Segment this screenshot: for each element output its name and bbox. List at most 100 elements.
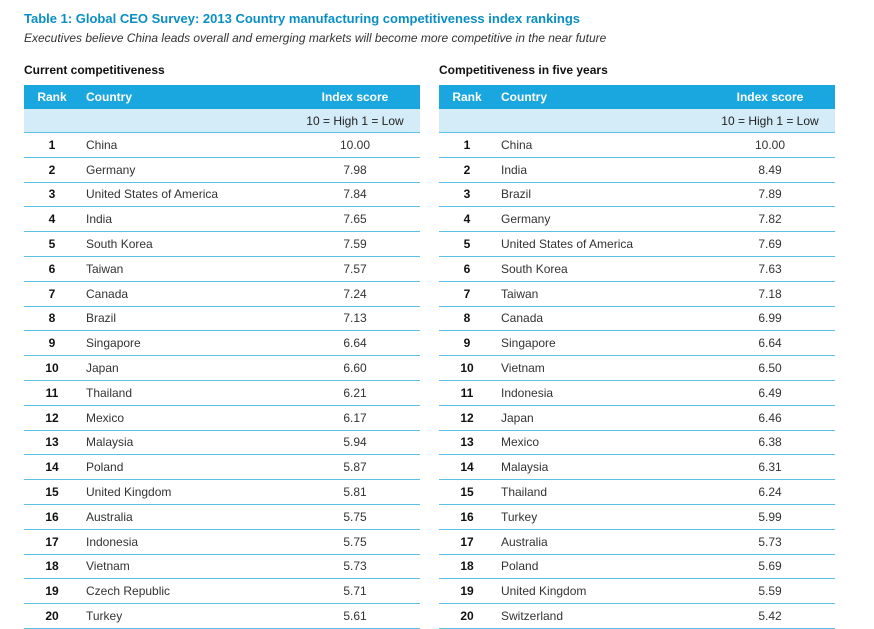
country-cell: Vietnam bbox=[86, 559, 130, 574]
country-cell: Germany bbox=[501, 212, 551, 227]
country-cell: Czech Republic bbox=[86, 584, 171, 599]
score-cell: 5.71 bbox=[343, 584, 367, 599]
country-cell: Switzerland bbox=[501, 609, 564, 624]
table-row: 7 Canada 7.24 bbox=[24, 282, 420, 307]
score-cell: 5.87 bbox=[343, 460, 367, 475]
rank-cell: 14 bbox=[460, 460, 474, 475]
country-cell: United Kingdom bbox=[501, 584, 587, 599]
score-cell: 7.57 bbox=[343, 261, 367, 276]
country-cell: Taiwan bbox=[86, 261, 124, 276]
rank-cell: 20 bbox=[45, 609, 59, 624]
table-row: 16 Australia 5.75 bbox=[24, 505, 420, 530]
score-cell: 5.99 bbox=[758, 509, 782, 524]
table-row: 15 Thailand 6.24 bbox=[439, 480, 835, 505]
rank-cell: 8 bbox=[463, 311, 471, 326]
rank-column-header: Rank bbox=[37, 90, 67, 104]
score-cell: 5.73 bbox=[343, 559, 367, 574]
score-cell: 6.31 bbox=[758, 460, 782, 475]
country-cell: Malaysia bbox=[86, 435, 134, 450]
country-cell: Malaysia bbox=[501, 460, 549, 475]
score-cell: 5.75 bbox=[343, 509, 367, 524]
rank-cell: 6 bbox=[463, 261, 471, 276]
table-row: 18 Vietnam 5.73 bbox=[24, 555, 420, 580]
rank-cell: 1 bbox=[463, 137, 471, 152]
country-cell: Turkey bbox=[86, 609, 123, 624]
table-subtitle: Executives believe China leads overall a… bbox=[24, 31, 607, 45]
score-cell: 5.61 bbox=[343, 609, 367, 624]
score-cell: 7.18 bbox=[758, 286, 782, 301]
rank-cell: 16 bbox=[460, 509, 474, 524]
table-row: 3 United States of America 7.84 bbox=[24, 183, 420, 208]
score-cell: 5.94 bbox=[343, 435, 367, 450]
rank-cell: 18 bbox=[460, 559, 474, 574]
table-row: 13 Malaysia 5.94 bbox=[24, 431, 420, 456]
rank-cell: 20 bbox=[460, 609, 474, 624]
scale-subheader-row: 10 = High 1 = Low bbox=[439, 109, 835, 133]
table-row: 10 Vietnam 6.50 bbox=[439, 356, 835, 381]
table-row: 5 United States of America 7.69 bbox=[439, 232, 835, 257]
rank-cell: 5 bbox=[463, 237, 471, 252]
current-competitiveness-heading: Current competitiveness bbox=[24, 63, 165, 77]
index-score-column-header: Index score bbox=[736, 90, 804, 104]
rank-cell: 9 bbox=[48, 336, 56, 351]
country-cell: Japan bbox=[501, 410, 534, 425]
score-cell: 6.64 bbox=[343, 336, 367, 351]
country-cell: South Korea bbox=[501, 261, 568, 276]
rank-cell: 17 bbox=[460, 534, 474, 549]
rank-cell: 14 bbox=[45, 460, 59, 475]
country-cell: Australia bbox=[501, 534, 548, 549]
score-cell: 7.98 bbox=[343, 162, 367, 177]
country-cell: United States of America bbox=[86, 187, 219, 202]
country-cell: Mexico bbox=[501, 435, 540, 450]
country-cell: Brazil bbox=[501, 187, 532, 202]
rank-cell: 13 bbox=[45, 435, 59, 450]
rank-cell: 1 bbox=[48, 137, 56, 152]
score-cell: 10.00 bbox=[754, 137, 786, 152]
country-cell: Thailand bbox=[501, 485, 548, 500]
rank-cell: 19 bbox=[45, 584, 59, 599]
table-row: 12 Japan 6.46 bbox=[439, 406, 835, 431]
country-cell: Canada bbox=[86, 286, 129, 301]
rank-cell: 18 bbox=[45, 559, 59, 574]
score-cell: 6.99 bbox=[758, 311, 782, 326]
score-cell: 6.64 bbox=[758, 336, 782, 351]
table-row: 2 Germany 7.98 bbox=[24, 158, 420, 183]
score-scale-label: 10 = High 1 = Low bbox=[306, 113, 404, 128]
country-cell: Turkey bbox=[501, 509, 538, 524]
table-row: 11 Indonesia 6.49 bbox=[439, 381, 835, 406]
table-row: 9 Singapore 6.64 bbox=[439, 331, 835, 357]
score-cell: 5.42 bbox=[758, 609, 782, 624]
rank-cell: 15 bbox=[45, 485, 59, 500]
country-cell: United States of America bbox=[501, 237, 634, 252]
score-cell: 5.73 bbox=[758, 534, 782, 549]
table-row: 14 Malaysia 6.31 bbox=[439, 455, 835, 481]
score-cell: 6.21 bbox=[343, 385, 367, 400]
country-cell: South Korea bbox=[86, 237, 153, 252]
table-row: 1 China 10.00 bbox=[439, 133, 835, 158]
table-row: 16 Turkey 5.99 bbox=[439, 505, 835, 530]
score-cell: 7.13 bbox=[343, 311, 367, 326]
table-row: 20 Switzerland 5.42 bbox=[439, 604, 835, 629]
rank-column-header: Rank bbox=[452, 90, 482, 104]
table-row: 3 Brazil 7.89 bbox=[439, 183, 835, 208]
rank-cell: 19 bbox=[460, 584, 474, 599]
country-cell: Brazil bbox=[86, 311, 117, 326]
table-row: 1 China 10.00 bbox=[24, 133, 420, 158]
table-row: 10 Japan 6.60 bbox=[24, 356, 420, 381]
table-row: 8 Canada 6.99 bbox=[439, 307, 835, 332]
country-cell: Indonesia bbox=[86, 534, 139, 549]
rank-cell: 2 bbox=[48, 162, 56, 177]
rank-cell: 8 bbox=[48, 311, 56, 326]
table-row: 17 Australia 5.73 bbox=[439, 530, 835, 555]
score-cell: 5.75 bbox=[343, 534, 367, 549]
country-cell: Thailand bbox=[86, 385, 133, 400]
country-column-header: Country bbox=[86, 90, 132, 104]
score-cell: 6.17 bbox=[343, 410, 367, 425]
table-row: 5 South Korea 7.59 bbox=[24, 232, 420, 257]
table-row: 4 India 7.65 bbox=[24, 207, 420, 233]
table-header-row: Rank Country Index score bbox=[439, 85, 835, 109]
table-row: 19 Czech Republic 5.71 bbox=[24, 579, 420, 605]
country-cell: Japan bbox=[86, 361, 119, 376]
country-cell: China bbox=[501, 137, 533, 152]
table-row: 11 Thailand 6.21 bbox=[24, 381, 420, 406]
